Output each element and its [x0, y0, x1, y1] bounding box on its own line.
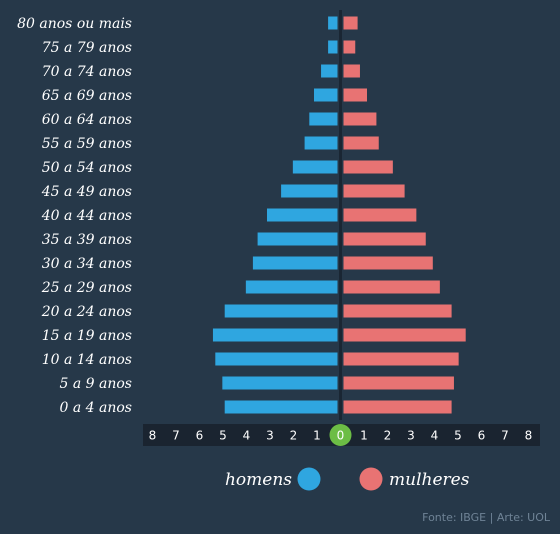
bar-homens	[257, 232, 338, 246]
bar-mulheres	[343, 232, 426, 246]
bar-mulheres	[343, 400, 452, 414]
bar-homens	[245, 280, 338, 294]
x-tick-label: 2	[290, 429, 298, 443]
bar-homens	[321, 64, 338, 78]
bar-mulheres	[343, 64, 360, 78]
bar-homens	[314, 88, 338, 102]
x-tick-label: 5	[219, 429, 227, 443]
age-group-label: 55 a 59 anos	[42, 136, 132, 152]
legend-label-homens: homens	[225, 470, 292, 490]
bar-homens	[252, 256, 338, 270]
x-tick-label: 3	[266, 429, 274, 443]
age-group-label: 40 a 44 anos	[41, 208, 132, 224]
bar-mulheres	[343, 328, 466, 342]
x-tick-label: 8	[149, 429, 157, 443]
x-tick-label: 4	[431, 429, 439, 443]
bar-homens	[224, 304, 338, 318]
x-tick-label: 3	[407, 429, 415, 443]
bar-mulheres	[343, 88, 367, 102]
age-group-label: 50 a 54 anos	[42, 160, 132, 176]
x-tick-label: 0	[337, 429, 345, 443]
age-group-label: 70 a 74 anos	[42, 64, 132, 80]
age-group-label: 65 a 69 anos	[42, 88, 132, 104]
legend-swatch-mulheres	[359, 467, 383, 491]
age-group-label: 0 a 4 anos	[60, 400, 133, 416]
source-credit: Fonte: IBGE | Arte: UOL	[422, 511, 550, 524]
bar-mulheres	[343, 160, 393, 174]
x-tick-label: 4	[243, 429, 251, 443]
bar-mulheres	[343, 184, 405, 198]
bar-homens	[281, 184, 338, 198]
x-tick-label: 8	[525, 429, 533, 443]
age-group-label: 80 anos ou mais	[17, 16, 132, 32]
x-tick-label: 5	[454, 429, 462, 443]
x-tick-label: 7	[501, 429, 509, 443]
bar-mulheres	[343, 112, 377, 126]
age-group-label: 15 a 19 anos	[42, 328, 132, 344]
x-tick-label: 6	[478, 429, 486, 443]
age-group-label: 60 a 64 anos	[42, 112, 132, 128]
bar-homens	[328, 40, 338, 54]
legend-label-mulheres: mulheres	[389, 470, 470, 490]
bar-homens	[224, 400, 338, 414]
bar-homens	[212, 328, 338, 342]
bar-mulheres	[343, 208, 417, 222]
bar-homens	[328, 16, 338, 30]
bar-homens	[267, 208, 338, 222]
bar-homens	[222, 376, 338, 390]
bar-homens	[309, 112, 338, 126]
age-group-label: 25 a 29 anos	[41, 280, 132, 296]
x-tick-label: 6	[196, 429, 204, 443]
x-tick-label: 1	[313, 429, 321, 443]
bar-mulheres	[343, 352, 459, 366]
age-group-label: 35 a 39 anos	[42, 232, 132, 248]
bar-mulheres	[343, 280, 440, 294]
bar-homens	[215, 352, 338, 366]
bar-mulheres	[343, 16, 358, 30]
age-group-label: 10 a 14 anos	[42, 352, 132, 368]
x-tick-label: 1	[360, 429, 368, 443]
age-group-label: 20 a 24 anos	[41, 304, 132, 320]
bar-mulheres	[343, 256, 433, 270]
zero-marker	[329, 424, 352, 446]
bar-mulheres	[343, 136, 379, 150]
age-group-label: 45 a 49 anos	[41, 184, 132, 200]
legend-swatch-homens	[297, 467, 321, 491]
bar-homens	[292, 160, 338, 174]
bar-mulheres	[343, 40, 356, 54]
age-group-label: 5 a 9 anos	[60, 376, 133, 392]
bar-mulheres	[343, 304, 452, 318]
bar-homens	[304, 136, 338, 150]
age-group-label: 75 a 79 anos	[42, 40, 132, 56]
bar-mulheres	[343, 376, 454, 390]
x-tick-label: 2	[384, 429, 392, 443]
age-group-label: 30 a 34 anos	[42, 256, 132, 272]
x-tick-label: 7	[172, 429, 180, 443]
